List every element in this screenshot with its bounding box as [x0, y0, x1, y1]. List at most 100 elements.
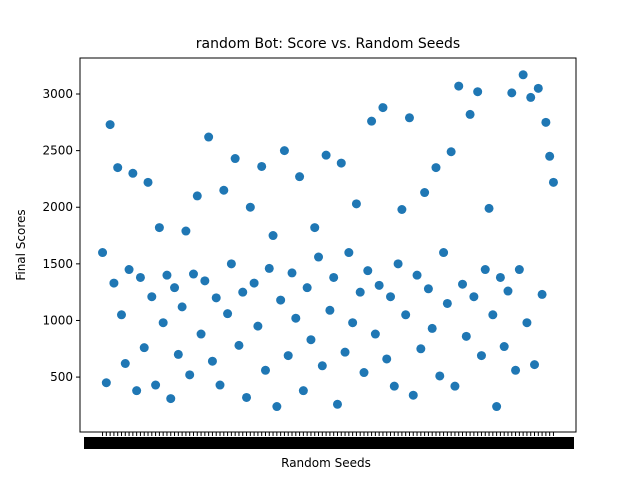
point: [321, 150, 331, 160]
point: [484, 203, 494, 213]
point: [223, 309, 233, 319]
point: [503, 286, 513, 296]
point: [166, 394, 176, 404]
point: [226, 259, 236, 269]
point: [522, 318, 532, 328]
point: [143, 177, 153, 187]
y-axis-label: Final Scores: [14, 209, 28, 280]
x-tick-labels-overlapped: [84, 437, 574, 449]
point: [404, 113, 414, 123]
point: [264, 263, 274, 273]
point: [245, 202, 255, 212]
point: [272, 402, 282, 412]
point: [480, 265, 490, 275]
point: [260, 365, 270, 375]
point: [192, 191, 202, 201]
point: [302, 283, 312, 293]
point: [132, 386, 142, 396]
point: [348, 318, 358, 328]
point: [412, 270, 422, 280]
point: [242, 392, 252, 402]
point: [200, 276, 210, 286]
point: [283, 351, 293, 361]
point: [116, 310, 126, 320]
point: [518, 70, 528, 80]
point: [473, 87, 483, 97]
point: [147, 292, 157, 302]
point: [344, 248, 354, 258]
point: [495, 272, 505, 282]
point: [310, 223, 320, 233]
point: [427, 323, 437, 333]
y-tick-label: 1000: [42, 313, 73, 327]
point: [514, 265, 524, 275]
point: [420, 188, 430, 198]
point: [458, 279, 468, 289]
point: [185, 370, 195, 380]
point: [530, 360, 540, 370]
point: [230, 154, 240, 164]
point: [533, 83, 543, 93]
point: [439, 248, 449, 258]
point: [359, 368, 369, 378]
point: [461, 331, 471, 341]
point: [435, 371, 445, 381]
point: [188, 269, 198, 279]
point: [386, 292, 396, 302]
point: [177, 302, 187, 312]
point: [511, 365, 521, 375]
point: [204, 132, 214, 142]
chart-title: random Bot: Score vs. Random Seeds: [196, 36, 460, 52]
y-tick-label: 3000: [42, 87, 73, 101]
point: [109, 278, 119, 288]
point: [393, 259, 403, 269]
point: [151, 380, 161, 390]
point: [340, 347, 350, 357]
point: [548, 177, 558, 187]
point: [295, 172, 305, 182]
point: [450, 381, 460, 391]
point: [139, 343, 149, 353]
point: [469, 292, 479, 302]
point: [488, 310, 498, 320]
point: [507, 88, 517, 98]
point: [211, 293, 221, 303]
point: [124, 265, 134, 275]
point: [98, 248, 108, 258]
point: [249, 278, 259, 288]
point: [207, 356, 217, 366]
point: [257, 161, 267, 171]
point: [416, 344, 426, 354]
point: [499, 342, 509, 352]
y-tick-label: 2000: [42, 200, 73, 214]
x-axis-label: Random Seeds: [281, 456, 371, 470]
point: [363, 266, 373, 276]
point: [317, 361, 327, 371]
point: [219, 185, 229, 195]
point: [370, 329, 380, 339]
point: [378, 103, 388, 113]
point: [291, 313, 301, 323]
point: [128, 168, 138, 178]
point: [196, 329, 206, 339]
y-tick-label: 1500: [42, 257, 73, 271]
point: [408, 390, 418, 400]
point: [374, 280, 384, 290]
point: [268, 231, 278, 241]
point: [526, 92, 536, 102]
point: [181, 226, 191, 236]
y-tick-label: 500: [50, 370, 73, 384]
point: [238, 287, 248, 297]
point: [401, 310, 411, 320]
point: [253, 321, 263, 331]
plot-frame: [79, 57, 577, 433]
point: [287, 268, 297, 278]
point: [355, 287, 365, 297]
point: [135, 272, 145, 282]
point: [397, 205, 407, 215]
point: [367, 116, 377, 126]
point: [162, 270, 172, 280]
point: [276, 295, 286, 305]
